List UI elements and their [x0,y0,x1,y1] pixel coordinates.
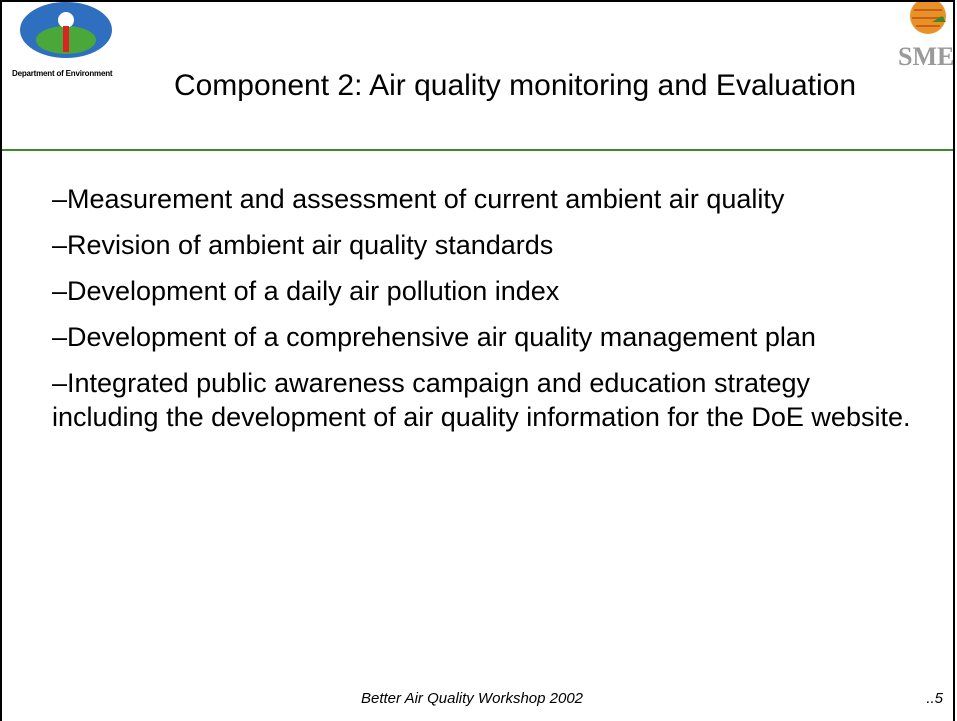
bullet: –Development of a daily air pollution in… [52,276,560,306]
bullet-list: –Measurement and assessment of current a… [52,182,912,446]
slide-title: Component 2: Air quality monitoring and … [173,69,857,102]
doe-logo-sun [58,12,74,28]
bullet: –Revision of ambient air quality standar… [52,230,554,260]
smec-leaf [932,16,946,22]
bullet: –Integrated public awareness campaign an… [52,368,911,432]
bullet: –Development of a comprehensive air qual… [52,322,816,352]
title-rule [2,149,953,151]
page-number: ..5 [926,690,943,707]
logos [20,2,946,58]
bullet: –Measurement and assessment of current a… [52,184,785,214]
left-logo-text: Department of Environment [12,69,113,78]
footer-text: Better Air Quality Workshop 2002 [360,690,584,707]
doe-logo-figure [63,26,69,52]
